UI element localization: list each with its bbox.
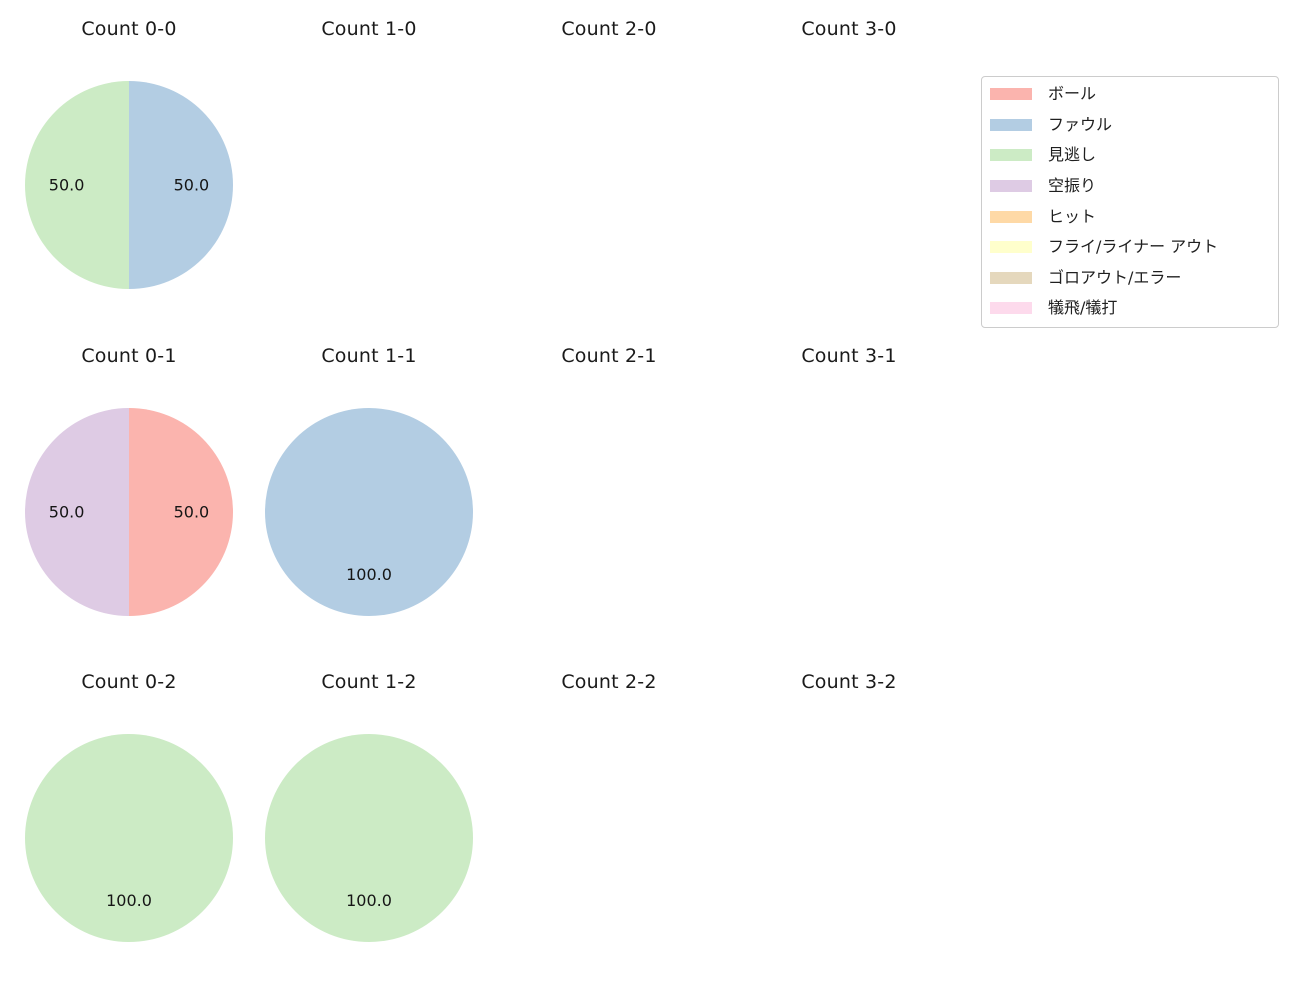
subplot-title: Count 2-0 <box>561 18 657 40</box>
pie-slice <box>265 408 473 616</box>
legend-label: 空振り <box>1048 176 1097 196</box>
pie-chart <box>745 408 953 616</box>
pie-chart: 100.0 <box>265 408 473 616</box>
legend-item: フライ/ライナー アウト <box>982 232 1278 263</box>
legend-label: フライ/ライナー アウト <box>1048 237 1219 257</box>
subplot-title: Count 3-2 <box>801 671 897 693</box>
pie-slice <box>129 81 233 289</box>
pie-slice-pct-label: 50.0 <box>49 503 85 522</box>
subplot-title: Count 2-2 <box>561 671 657 693</box>
pie-chart: 50.0 50.0 <box>25 81 233 289</box>
pie-slice <box>25 734 233 942</box>
subplot-title: Count 0-0 <box>81 18 177 40</box>
legend-swatch-hit <box>990 210 1032 223</box>
pie-slice <box>129 408 233 616</box>
subplot-title: Count 0-2 <box>81 671 177 693</box>
legend-swatch-groundout-error <box>990 271 1032 284</box>
legend-label: ボール <box>1048 84 1097 104</box>
subplot-title: Count 2-1 <box>561 345 657 367</box>
legend-label: 見逃し <box>1048 145 1097 165</box>
subplot-count-1-1: Count 1-1 100.0 <box>249 344 489 634</box>
subplot-count-3-2: Count 3-2 <box>729 670 969 960</box>
subplot-title: Count 1-1 <box>321 345 417 367</box>
pie-chart: 50.0 50.0 <box>25 408 233 616</box>
legend-swatch-sacrifice <box>990 302 1032 315</box>
legend-label: ゴロアウト/エラー <box>1048 267 1182 287</box>
legend-item: 犠飛/犠打 <box>982 293 1278 324</box>
subplot-count-2-1: Count 2-1 <box>489 344 729 634</box>
subplot-count-3-1: Count 3-1 <box>729 344 969 634</box>
legend-item: ボール <box>982 79 1278 110</box>
subplot-count-3-0: Count 3-0 <box>729 17 969 307</box>
subplot-count-0-2: Count 0-2 100.0 <box>9 670 249 960</box>
pie-chart: 100.0 <box>25 734 233 942</box>
pie-slice-pct-label: 50.0 <box>49 176 85 195</box>
pie-slice-pct-label: 100.0 <box>346 891 392 910</box>
pie-chart <box>505 81 713 289</box>
legend-label: ファウル <box>1048 114 1113 134</box>
legend-item: 見逃し <box>982 140 1278 171</box>
subplot-title: Count 3-0 <box>801 18 897 40</box>
legend-label: 犠飛/犠打 <box>1048 298 1118 318</box>
pie-slice-pct-label: 100.0 <box>106 891 152 910</box>
legend-swatch-fly-liner-out <box>990 241 1032 254</box>
pie-slice-pct-label: 100.0 <box>346 565 392 584</box>
pie-chart <box>745 81 953 289</box>
subplot-title: Count 3-1 <box>801 345 897 367</box>
subplot-count-0-1: Count 0-1 50.0 50.0 <box>9 344 249 634</box>
pie-chart <box>265 81 473 289</box>
subplot-count-2-2: Count 2-2 <box>489 670 729 960</box>
subplot-count-0-0: Count 0-0 50.0 50.0 <box>9 17 249 307</box>
legend-label: ヒット <box>1048 206 1097 226</box>
subplot-title: Count 1-0 <box>321 18 417 40</box>
legend-swatch-swinging-strike <box>990 180 1032 193</box>
legend-item: ファウル <box>982 110 1278 141</box>
legend-item: ヒット <box>982 201 1278 232</box>
subplot-title: Count 0-1 <box>81 345 177 367</box>
pie-chart <box>505 408 713 616</box>
pie-chart: 100.0 <box>265 734 473 942</box>
legend: ボール ファウル 見逃し 空振り ヒット フライ/ライナー アウト ゴロアウト/… <box>981 76 1279 328</box>
subplot-count-2-0: Count 2-0 <box>489 17 729 307</box>
legend-swatch-ball <box>990 88 1032 101</box>
pie-slice <box>265 734 473 942</box>
legend-swatch-foul <box>990 118 1032 131</box>
pie-slice <box>25 408 129 616</box>
pie-chart <box>745 734 953 942</box>
pie-chart <box>505 734 713 942</box>
pie-slice <box>25 81 129 289</box>
legend-item: 空振り <box>982 171 1278 202</box>
pie-slice-pct-label: 50.0 <box>174 176 210 195</box>
subplot-count-1-2: Count 1-2 100.0 <box>249 670 489 960</box>
subplot-count-1-0: Count 1-0 <box>249 17 489 307</box>
pie-slice-pct-label: 50.0 <box>174 503 210 522</box>
subplot-title: Count 1-2 <box>321 671 417 693</box>
legend-swatch-called-strike <box>990 149 1032 162</box>
legend-item: ゴロアウト/エラー <box>982 263 1278 294</box>
